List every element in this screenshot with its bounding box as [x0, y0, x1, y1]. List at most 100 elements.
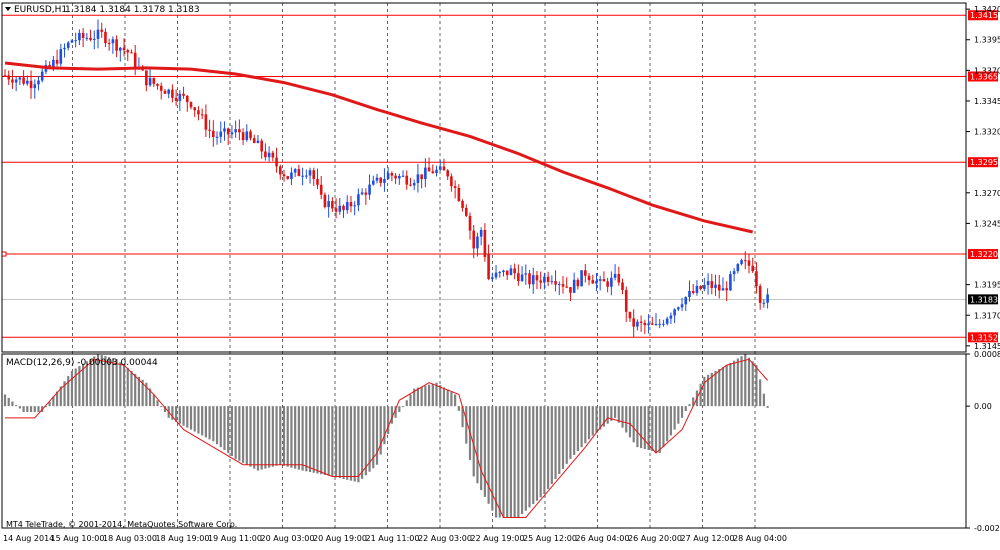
macd-histogram-bar [602, 406, 606, 427]
macd-histogram-bar [338, 406, 341, 479]
macd-histogram-bar [528, 406, 531, 508]
macd-histogram-bar [506, 406, 509, 518]
candle-body [379, 177, 383, 183]
candle-body [89, 37, 92, 40]
candle-body [271, 152, 275, 158]
level-handle[interactable] [1, 251, 7, 257]
candle-body [472, 230, 476, 249]
candle-body [167, 89, 170, 94]
candle-body [699, 285, 702, 290]
time-axis-label: 22 Aug 03:00 [418, 534, 472, 543]
macd-histogram-bar [130, 370, 133, 407]
macd-histogram-bar [171, 406, 174, 420]
macd-histogram-bar [535, 406, 539, 501]
macd-histogram-bar [520, 406, 524, 515]
candle-body [479, 229, 483, 237]
macd-histogram-bar [353, 406, 356, 482]
candle-body [345, 202, 349, 211]
macd-histogram-bar [346, 406, 349, 480]
macd-histogram-bar [368, 406, 371, 472]
candle-body [81, 32, 85, 38]
candle-body [78, 32, 81, 41]
macd-histogram-bar [212, 406, 215, 442]
macd-histogram-bar [591, 406, 594, 436]
macd-histogram-bar [405, 400, 408, 407]
macd-histogram-bar [733, 360, 736, 407]
macd-histogram-bar [260, 406, 263, 470]
candle-body [743, 260, 747, 262]
candle-body [587, 275, 591, 281]
macd-histogram-bar [584, 406, 587, 444]
macd-histogram-bar [606, 406, 609, 424]
macd-histogram-bar [342, 406, 345, 479]
macd-histogram-bar [111, 358, 114, 407]
candle-body [92, 38, 96, 40]
macd-histogram-bar [547, 406, 550, 489]
macd-histogram-bar [52, 396, 55, 407]
candle-body [171, 89, 174, 98]
candle-body [446, 170, 449, 177]
candle-body [290, 172, 293, 179]
candle-body [323, 194, 327, 208]
candle-body [182, 93, 185, 96]
macd-histogram-bar [100, 355, 103, 407]
macd-histogram-bar [364, 406, 367, 476]
current-price-badge [968, 294, 998, 305]
candle-body [278, 166, 282, 175]
candle-body [308, 170, 312, 176]
candle-body [297, 169, 301, 176]
candle-body [453, 186, 457, 188]
candle-body [264, 151, 267, 158]
macd-histogram-bar [55, 391, 59, 407]
candle-body [368, 184, 371, 195]
macd-histogram-bar [204, 406, 207, 438]
macd-histogram-bar [416, 387, 420, 407]
time-axis-label: 22 Aug 19:00 [471, 534, 525, 543]
candle-body [115, 39, 118, 51]
candle-body [148, 77, 152, 86]
macd-histogram-bar [33, 406, 36, 412]
macd-histogram-bar [714, 370, 717, 407]
macd-histogram-bar [234, 406, 237, 459]
candle-body [249, 131, 252, 139]
candle-body [647, 323, 650, 326]
macd-histogram-bar [718, 369, 721, 407]
time-axis-label: 14 Aug 2014 [3, 534, 54, 543]
macd-histogram-bar [312, 406, 315, 473]
candle-body [584, 270, 587, 276]
macd-histogram-bar [119, 362, 122, 407]
macd-histogram-bar [89, 358, 92, 407]
candle-body [695, 285, 699, 294]
macd-histogram-bar [669, 406, 672, 436]
candle-body [286, 176, 290, 179]
macd-histogram-bar [334, 406, 338, 478]
candle-body [632, 318, 635, 327]
candle-body [401, 175, 405, 177]
candle-body [680, 304, 684, 308]
price-axis-label: 1.3320 [974, 128, 1000, 137]
symbol-dropdown-icon[interactable] [5, 7, 11, 11]
price-plot-frame [1, 2, 967, 353]
candle-body [185, 95, 189, 103]
macd-histogram-bar [610, 406, 613, 421]
candle-body [628, 311, 632, 319]
macd-histogram-bar [279, 406, 282, 465]
candle-body [476, 236, 479, 249]
macd-histogram-bar [658, 406, 661, 454]
macd-histogram-bar [550, 406, 553, 484]
time-axis-label: 20 Aug 03:00 [261, 534, 315, 543]
candle-body [602, 279, 606, 282]
candle-body [353, 205, 356, 207]
candle-body [405, 175, 409, 185]
candle-body [14, 79, 18, 83]
candle-body [550, 281, 554, 283]
macd-histogram-bar [539, 406, 542, 498]
candle-body [252, 138, 256, 143]
macd-histogram-bar [264, 406, 267, 469]
macd-histogram-bar [268, 406, 271, 468]
candle-body [546, 276, 550, 282]
candle-body [193, 107, 197, 111]
macd-histogram-bar [223, 406, 226, 451]
